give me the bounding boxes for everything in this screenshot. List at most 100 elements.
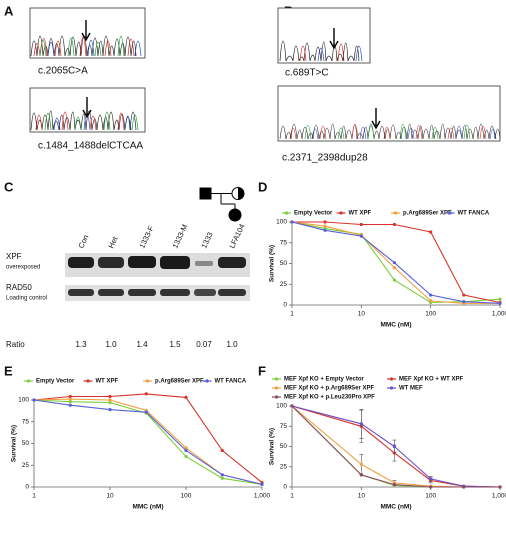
x-tick-label: 100 [425, 493, 436, 500]
y-tick-label: 0 [283, 302, 287, 309]
legend-marker [389, 377, 394, 381]
x-tick-label: 100 [425, 311, 436, 318]
y-tick-label: 100 [276, 219, 287, 226]
point [184, 454, 188, 459]
x-tick-label: 1 [32, 493, 36, 500]
series-line [292, 221, 501, 304]
point [429, 299, 433, 303]
ratio-value: 1.4 [136, 340, 148, 349]
point [220, 473, 224, 477]
y-tick-label: 75 [280, 239, 288, 246]
legend-label: p.Arg689Ser XPF [155, 379, 204, 385]
point [260, 482, 264, 486]
point [429, 485, 433, 489]
lane-label: 1333 [199, 231, 214, 250]
legend-label: Empty Vector [294, 211, 333, 217]
point [184, 395, 188, 399]
legend-label: MEF Xpf KO + WT XPF [399, 377, 464, 383]
point [290, 404, 294, 408]
x-tick-label: 10 [358, 493, 366, 500]
panel-label: C [4, 179, 14, 194]
legend-label: WT XPF [349, 211, 372, 217]
lane-label: 1333-M [170, 223, 189, 250]
y-tick-label: 0 [283, 484, 287, 491]
x-tick-label: 1,000 [492, 493, 506, 500]
y-tick-label: 100 [18, 397, 29, 404]
ratio-label: Ratio [6, 340, 25, 349]
y-axis-label: Survival (%) [269, 245, 276, 282]
legend-label: MEF Xpf KO + p.Leu230Pro XPF [284, 395, 375, 401]
legend-marker [284, 211, 289, 215]
ratio-value: 0.07 [196, 340, 212, 349]
y-axis-label: Survival (%) [269, 428, 276, 465]
y-axis-label: Survival (%) [11, 425, 18, 462]
legend-marker [145, 379, 150, 383]
point [108, 407, 112, 412]
mutation-label: c.2371_2398dup28 [282, 153, 368, 164]
point [144, 410, 148, 414]
legend-label: p.Arg689Ser XPF [403, 211, 452, 217]
legend-label: MEF Xpf KO + p.Arg689Ser XPF [284, 386, 375, 392]
x-axis-label: MMC (nM) [380, 322, 411, 329]
point [462, 300, 466, 304]
ratio-value: 1.0 [226, 340, 238, 349]
legend-label: MEF Xpf KO + Empty Vector [284, 377, 365, 383]
point [392, 278, 397, 282]
lane-label: Con [76, 233, 90, 249]
point [108, 398, 112, 402]
chromatogram [29, 7, 146, 59]
point [359, 462, 363, 466]
y-tick-label: 25 [280, 281, 288, 288]
point [392, 482, 397, 487]
point [359, 422, 363, 426]
point [144, 392, 148, 396]
point [462, 485, 466, 489]
ratio-value: 1.3 [75, 340, 87, 349]
blot-label: XPF [6, 252, 22, 261]
legend-label: WT FANCA [215, 379, 247, 385]
legend-marker [393, 211, 398, 215]
x-tick-label: 1 [290, 493, 294, 500]
x-axis-label: MMC (nM) [132, 504, 163, 511]
y-tick-label: 50 [280, 443, 288, 450]
point [359, 473, 363, 477]
point [392, 444, 397, 449]
point [323, 228, 327, 232]
series-line [291, 405, 500, 488]
y-tick-label: 50 [280, 260, 288, 267]
blot-note: overexposed [6, 265, 40, 271]
point [32, 398, 36, 402]
legend-label: WT FANCA [458, 211, 490, 217]
panel-label: D [258, 179, 267, 194]
x-tick-label: 1,000 [492, 311, 506, 318]
point [392, 222, 397, 227]
x-tick-label: 1,000 [254, 493, 271, 500]
y-tick-label: 25 [280, 463, 288, 470]
legend-marker [389, 386, 394, 390]
x-tick-label: 1 [290, 311, 294, 318]
y-tick-label: 75 [22, 418, 30, 425]
point [359, 222, 363, 227]
point [108, 394, 112, 399]
point [392, 266, 397, 270]
point [323, 224, 327, 228]
point [392, 261, 397, 265]
legend-marker [448, 211, 452, 215]
y-tick-label: 100 [276, 403, 287, 410]
series-line [291, 221, 501, 304]
legend-label: Empty Vector [36, 379, 75, 385]
point [184, 448, 188, 453]
legend-marker [26, 379, 31, 383]
point [498, 485, 502, 489]
chromatogram [277, 85, 501, 142]
mutation-label: c.689T>C [285, 68, 329, 79]
x-tick-label: 10 [106, 493, 114, 500]
legend-marker [274, 377, 279, 381]
ratio-value: 1.0 [105, 340, 117, 349]
point [462, 293, 466, 297]
lane-label: LFA104 [227, 222, 246, 249]
blot-note: Loading control [6, 296, 47, 302]
point [429, 230, 433, 234]
x-tick-label: 100 [181, 493, 192, 500]
point [220, 476, 224, 480]
